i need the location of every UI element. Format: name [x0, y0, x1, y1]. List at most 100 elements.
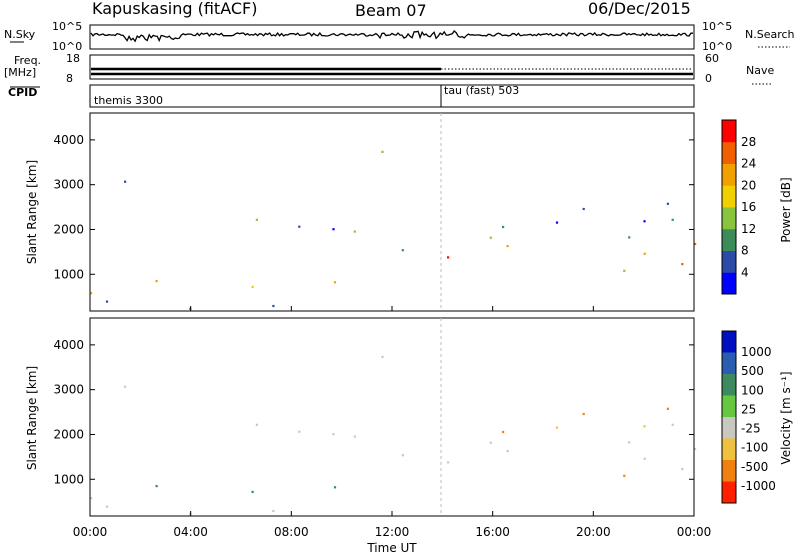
time-tick-3: 12:00	[375, 525, 410, 539]
velocity-colorbar-tick-1: 500	[741, 364, 764, 378]
freq-tick-top: 18	[66, 52, 80, 65]
velocity-y-tick-3: 4000	[53, 338, 84, 352]
power-cell	[124, 181, 126, 183]
power-cell	[298, 226, 300, 228]
power-colorbar-tick-2: 12	[741, 222, 756, 236]
velocity-cell	[623, 475, 625, 477]
velocity-colorbar-tick-2: 100	[741, 383, 764, 397]
power-y-tick-3: 4000	[53, 133, 84, 147]
velocity-cell	[643, 425, 645, 427]
time-tick-2: 08:00	[274, 525, 309, 539]
cpid-segment-2: tau (fast) 503	[444, 84, 519, 97]
velocity-cell	[667, 408, 669, 410]
velocity-cell	[583, 413, 585, 415]
power-cell	[447, 256, 449, 258]
nave-tick-bottom: 0	[705, 72, 712, 85]
time-tick-1: 04:00	[173, 525, 208, 539]
nsky-tick-top: 10^5	[52, 20, 82, 33]
velocity-cell	[507, 450, 509, 452]
power-colorbar-swatch-7	[722, 120, 736, 142]
velocity-cell	[556, 427, 558, 429]
power-colorbar: 4 8 12 16 20 24 28 Power [dB]	[722, 120, 793, 295]
power-colorbar-swatch-6	[722, 142, 736, 164]
nsearch-label: N.Search	[745, 28, 795, 41]
cpid-panel-frame	[90, 85, 694, 107]
velocity-cell	[298, 431, 300, 433]
velocity-cell	[672, 424, 674, 426]
power-cell	[334, 281, 336, 283]
power-colorbar-tick-3: 16	[741, 200, 756, 214]
velocity-cell	[334, 486, 336, 488]
time-tick-4: 16:00	[475, 525, 510, 539]
freq-unit: [MHz]	[4, 66, 36, 79]
velocity-y-tick-1: 2000	[53, 427, 84, 441]
velocity-cell	[332, 433, 334, 435]
time-tick-0: 00:00	[73, 525, 108, 539]
power-cell	[156, 280, 158, 282]
freq-panel-frame	[90, 55, 694, 79]
velocity-cell	[106, 506, 108, 508]
velocity-colorbar-swatch-4	[722, 417, 736, 439]
power-cell	[628, 236, 630, 238]
power-cell	[402, 249, 404, 251]
power-colorbar-swatch-5	[722, 164, 736, 186]
velocity-ylabel: Slant Range [km]	[25, 366, 39, 470]
power-cell	[106, 301, 108, 303]
time-tick-6: 00:00	[677, 525, 712, 539]
velocity-cell	[490, 442, 492, 444]
velocity-cell	[628, 441, 630, 443]
power-cell	[354, 231, 356, 233]
power-colorbar-tick-6: 28	[741, 135, 756, 149]
power-colorbar-tick-5: 24	[741, 157, 756, 171]
velocity-panel: 1000 2000 3000 4000 Slant Range [km] 00:00 0…	[25, 306, 711, 554]
power-cells	[90, 151, 696, 310]
velocity-colorbar-ticks: 100050010025-25-100-500-1000	[741, 345, 776, 493]
beam-title: Beam 07	[355, 1, 427, 20]
power-panel-frame	[90, 113, 694, 311]
velocity-cell	[447, 461, 449, 463]
velocity-cell	[681, 468, 683, 470]
power-colorbar-swatch-4	[722, 185, 736, 207]
power-colorbar-tick-1: 8	[741, 244, 749, 258]
power-cell	[252, 286, 254, 288]
power-cell	[643, 220, 645, 222]
power-cell	[272, 305, 274, 307]
velocity-cell	[354, 436, 356, 438]
power-cell	[681, 263, 683, 265]
power-cell	[644, 253, 646, 255]
power-cell	[667, 203, 669, 205]
radar-figure: Kapuskasing (fitACF) Beam 07 06/Dec/2015…	[0, 0, 800, 554]
velocity-colorbar-swatch-6	[722, 460, 736, 482]
power-y-tick-2: 3000	[53, 178, 84, 192]
velocity-colorbar-swatch-7	[722, 482, 736, 504]
velocity-cell	[502, 431, 504, 433]
velocity-colorbar-tick-7: -1000	[741, 479, 776, 493]
velocity-colorbar-swatches	[722, 331, 736, 504]
nave-tick-top: 60	[705, 52, 719, 65]
velocity-y-tick-2: 3000	[53, 383, 84, 397]
power-cell	[490, 237, 492, 239]
velocity-cells	[90, 356, 696, 515]
velocity-y-tick-0: 1000	[53, 472, 84, 486]
velocity-cell	[272, 510, 274, 512]
velocity-colorbar-tick-0: 1000	[741, 345, 772, 359]
velocity-colorbar-tick-4: -25	[741, 422, 761, 436]
velocity-colorbar-swatch-0	[722, 331, 736, 353]
velocity-yticks: 1000 2000 3000 4000	[53, 338, 694, 486]
power-yticks: 1000 2000 3000 4000	[53, 133, 694, 281]
power-cell	[556, 222, 558, 224]
power-cell	[256, 219, 258, 221]
power-cell	[672, 219, 674, 221]
velocity-cell	[256, 424, 258, 426]
power-colorbar-swatch-0	[722, 272, 736, 294]
power-cell	[332, 228, 334, 230]
power-colorbar-label: Power [dB]	[779, 177, 793, 242]
power-cell	[507, 245, 509, 247]
velocity-cell	[252, 491, 254, 493]
power-colorbar-tick-0: 4	[741, 265, 749, 279]
power-ylabel: Slant Range [km]	[25, 160, 39, 264]
nsearch-tick-top: 10^5	[702, 20, 732, 33]
velocity-cell	[124, 386, 126, 388]
power-cell	[623, 270, 625, 272]
date-title: 06/Dec/2015	[588, 0, 691, 18]
